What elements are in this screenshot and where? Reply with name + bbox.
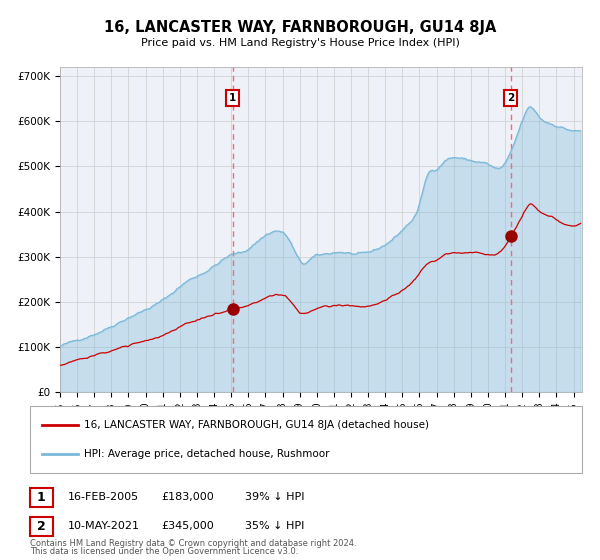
Text: 16-FEB-2005: 16-FEB-2005 xyxy=(68,492,139,502)
Text: This data is licensed under the Open Government Licence v3.0.: This data is licensed under the Open Gov… xyxy=(30,547,298,556)
Text: £183,000: £183,000 xyxy=(161,492,214,502)
Text: Contains HM Land Registry data © Crown copyright and database right 2024.: Contains HM Land Registry data © Crown c… xyxy=(30,539,356,548)
Text: 10-MAY-2021: 10-MAY-2021 xyxy=(68,521,140,531)
Text: 2: 2 xyxy=(507,93,514,103)
Text: £345,000: £345,000 xyxy=(161,521,214,531)
Text: 35% ↓ HPI: 35% ↓ HPI xyxy=(245,521,304,531)
Text: 2: 2 xyxy=(37,520,46,533)
Text: HPI: Average price, detached house, Rushmoor: HPI: Average price, detached house, Rush… xyxy=(84,449,329,459)
Text: 16, LANCASTER WAY, FARNBOROUGH, GU14 8JA (detached house): 16, LANCASTER WAY, FARNBOROUGH, GU14 8JA… xyxy=(84,420,429,430)
Text: 1: 1 xyxy=(229,93,236,103)
Text: Price paid vs. HM Land Registry's House Price Index (HPI): Price paid vs. HM Land Registry's House … xyxy=(140,38,460,48)
Text: 1: 1 xyxy=(37,491,46,504)
Text: 16, LANCASTER WAY, FARNBOROUGH, GU14 8JA: 16, LANCASTER WAY, FARNBOROUGH, GU14 8JA xyxy=(104,20,496,35)
Text: 39% ↓ HPI: 39% ↓ HPI xyxy=(245,492,304,502)
